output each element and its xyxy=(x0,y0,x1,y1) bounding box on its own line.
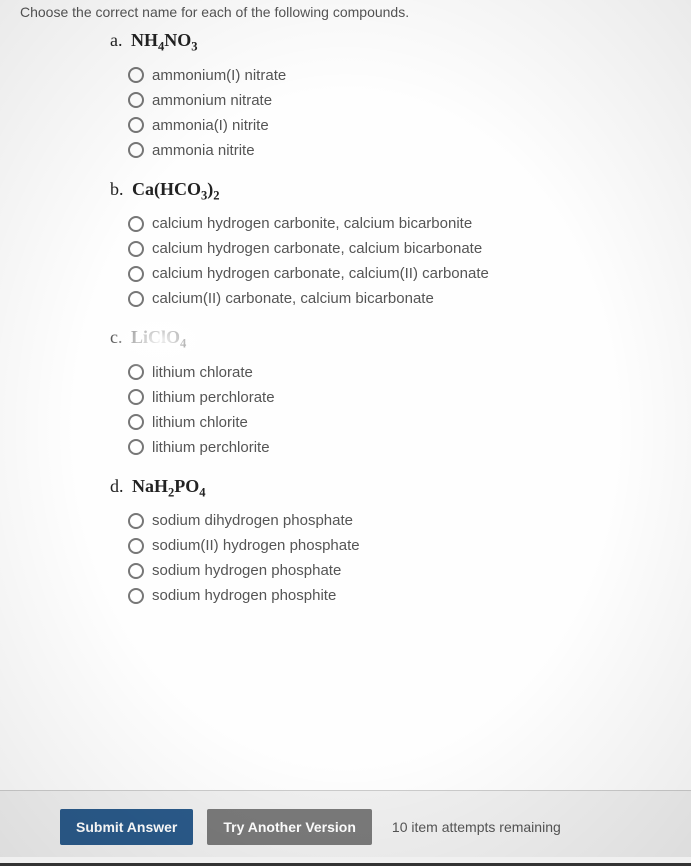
option-text: lithium perchlorite xyxy=(152,437,270,458)
radio-icon[interactable] xyxy=(128,439,144,455)
option[interactable]: calcium hydrogen carbonite, calcium bica… xyxy=(128,213,671,234)
question-c: c. LiClO4 lithium chlorate lithium perchlo… xyxy=(110,327,671,458)
radio-icon[interactable] xyxy=(128,241,144,257)
question-label: d. NaH2PO4 xyxy=(110,476,671,501)
option-text: lithium chlorite xyxy=(152,412,248,433)
question-letter: c. xyxy=(110,327,127,347)
question-formula: LiClO4 xyxy=(131,327,186,347)
quiz-page: Choose the correct name for each of the … xyxy=(0,0,691,790)
option-text: calcium hydrogen carbonate, calcium bica… xyxy=(152,238,482,259)
option-text: lithium perchlorate xyxy=(152,387,275,408)
radio-icon[interactable] xyxy=(128,364,144,380)
radio-icon[interactable] xyxy=(128,538,144,554)
option[interactable]: calcium(II) carbonate, calcium bicarbona… xyxy=(128,288,671,309)
radio-icon[interactable] xyxy=(128,67,144,83)
radio-icon[interactable] xyxy=(128,513,144,529)
footer-bar: Submit Answer Try Another Version 10 ite… xyxy=(0,790,691,866)
option-text: sodium hydrogen phosphate xyxy=(152,560,341,581)
option-text: sodium(II) hydrogen phosphate xyxy=(152,535,360,556)
radio-icon[interactable] xyxy=(128,389,144,405)
option-text: ammonia nitrite xyxy=(152,140,255,161)
option[interactable]: lithium chlorite xyxy=(128,412,671,433)
questions-container: a. NH4NO3 ammonium(I) nitrate ammonium nit… xyxy=(20,30,671,606)
option[interactable]: sodium hydrogen phosphite xyxy=(128,585,671,606)
radio-icon[interactable] xyxy=(128,142,144,158)
radio-icon[interactable] xyxy=(128,563,144,579)
question-d: d. NaH2PO4sodium dihydrogen phosphatesod… xyxy=(110,476,671,607)
question-formula: Ca(HCO3)2 xyxy=(132,179,220,199)
option[interactable]: sodium hydrogen phosphate xyxy=(128,560,671,581)
question-letter: a. xyxy=(110,30,127,50)
submit-answer-button[interactable]: Submit Answer xyxy=(60,809,193,845)
option[interactable]: sodium dihydrogen phosphate xyxy=(128,510,671,531)
question-letter: b. xyxy=(110,179,128,199)
attempts-remaining-text: 10 item attempts remaining xyxy=(392,819,561,835)
question-label: a. NH4NO3 xyxy=(110,30,671,55)
option-text: lithium chlorate xyxy=(152,362,253,383)
question-b: b. Ca(HCO3)2 calcium hydrogen carbonite, … xyxy=(110,179,671,310)
option[interactable]: lithium perchlorate xyxy=(128,387,671,408)
option-text: calcium hydrogen carbonite, calcium bica… xyxy=(152,213,472,234)
option[interactable]: lithium perchlorite xyxy=(128,437,671,458)
try-another-button[interactable]: Try Another Version xyxy=(207,809,372,845)
option-text: ammonium(I) nitrate xyxy=(152,65,286,86)
option-text: ammonia(I) nitrite xyxy=(152,115,269,136)
radio-icon[interactable] xyxy=(128,92,144,108)
option-text: calcium hydrogen carbonate, calcium(II) … xyxy=(152,263,489,284)
option-text: sodium hydrogen phosphite xyxy=(152,585,336,606)
option[interactable]: calcium hydrogen carbonate, calcium bica… xyxy=(128,238,671,259)
options-group: ammonium(I) nitrate ammonium nitrate ammon… xyxy=(128,65,671,161)
option[interactable]: ammonium(I) nitrate xyxy=(128,65,671,86)
radio-icon[interactable] xyxy=(128,117,144,133)
option[interactable]: ammonia(I) nitrite xyxy=(128,115,671,136)
option[interactable]: sodium(II) hydrogen phosphate xyxy=(128,535,671,556)
options-group: lithium chlorate lithium perchlorate lithi… xyxy=(128,362,671,458)
option[interactable]: lithium chlorate xyxy=(128,362,671,383)
radio-icon[interactable] xyxy=(128,216,144,232)
radio-icon[interactable] xyxy=(128,588,144,604)
instruction-text: Choose the correct name for each of the … xyxy=(20,0,671,30)
question-letter: d. xyxy=(110,476,128,496)
option-text: sodium dihydrogen phosphate xyxy=(152,510,353,531)
question-label: b. Ca(HCO3)2 xyxy=(110,179,671,204)
question-label: c. LiClO4 xyxy=(110,327,671,352)
question-a: a. NH4NO3 ammonium(I) nitrate ammonium nit… xyxy=(110,30,671,161)
option-text: ammonium nitrate xyxy=(152,90,272,111)
option[interactable]: ammonium nitrate xyxy=(128,90,671,111)
question-formula: NaH2PO4 xyxy=(132,476,206,496)
radio-icon[interactable] xyxy=(128,414,144,430)
options-group: calcium hydrogen carbonite, calcium bica… xyxy=(128,213,671,309)
option-text: calcium(II) carbonate, calcium bicarbona… xyxy=(152,288,434,309)
options-group: sodium dihydrogen phosphate sodium(II) hy… xyxy=(128,510,671,606)
option[interactable]: ammonia nitrite xyxy=(128,140,671,161)
option[interactable]: calcium hydrogen carbonate, calcium(II) … xyxy=(128,263,671,284)
radio-icon[interactable] xyxy=(128,266,144,282)
radio-icon[interactable] xyxy=(128,291,144,307)
question-formula: NH4NO3 xyxy=(131,30,198,50)
